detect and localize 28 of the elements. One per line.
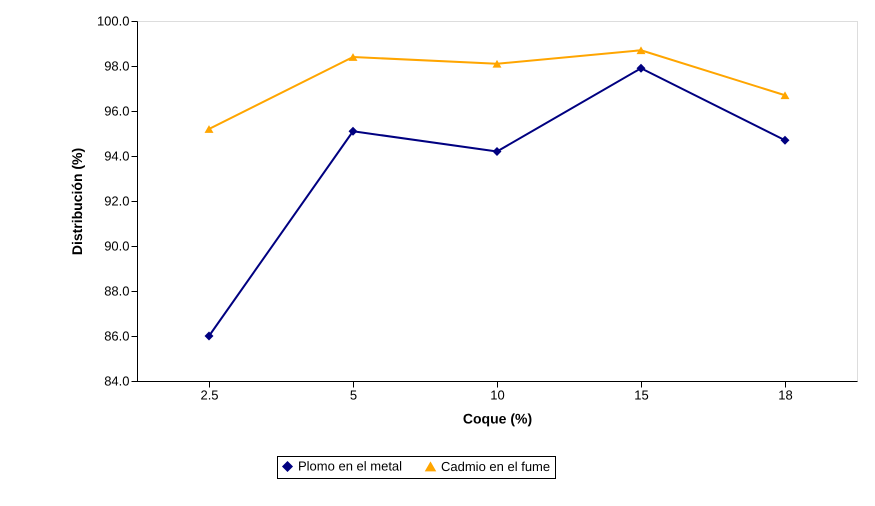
point <box>204 125 214 133</box>
point <box>204 332 214 340</box>
point <box>780 136 790 145</box>
x-tick-label: 15 <box>634 388 649 402</box>
y-tick-label: 98.0 <box>104 58 130 74</box>
x-axis-title: Coque (%) <box>462 410 532 426</box>
x-tick-label: 2.5 <box>200 388 219 402</box>
y-tick-label: 96.0 <box>104 104 130 118</box>
point <box>636 46 646 54</box>
y-tick-label: 94.0 <box>104 148 130 164</box>
y-tick-label: 88.0 <box>104 284 130 298</box>
x-tick-label: 18 <box>778 388 793 402</box>
x-tick-label: 10 <box>490 388 505 402</box>
point <box>636 64 646 73</box>
point <box>348 53 358 61</box>
x-tick-label: 5 <box>350 388 358 402</box>
y-tick-label: 100.0 <box>96 14 130 28</box>
y-tick-label: 90.0 <box>104 238 130 254</box>
legend-label: Plomo en el metal <box>298 458 402 474</box>
y-tick-label: 84.0 <box>104 374 130 388</box>
y-tick-label: 92.0 <box>104 194 130 208</box>
y-tick-label: 86.0 <box>104 328 130 344</box>
point <box>780 91 790 100</box>
point <box>348 126 358 136</box>
point <box>492 147 502 156</box>
legend-label: Cadmio en el fume <box>441 458 550 474</box>
point <box>492 60 502 68</box>
y-axis-title: Distribución (%) <box>68 148 85 256</box>
